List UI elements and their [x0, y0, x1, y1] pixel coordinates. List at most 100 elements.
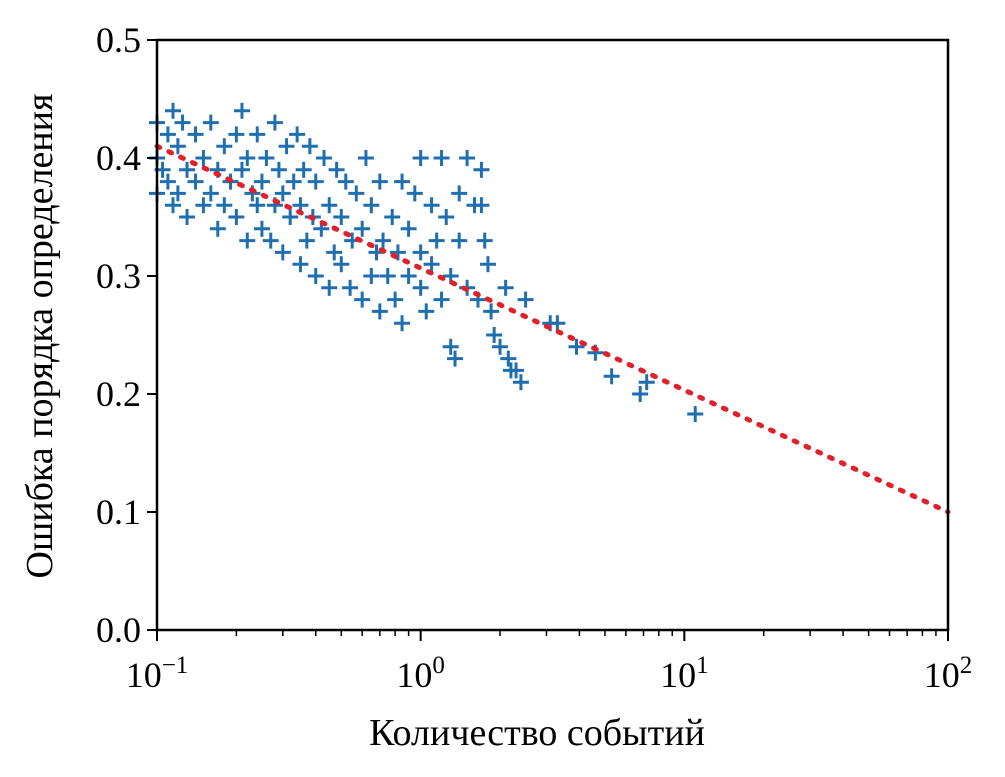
data-point	[169, 138, 186, 155]
data-point	[333, 209, 350, 225]
x-tick-exponent: 0	[432, 652, 445, 679]
data-point	[632, 386, 649, 402]
data-point	[187, 173, 204, 190]
x-axis-ticks: 10−1 100 101 102	[126, 630, 973, 695]
data-point	[363, 197, 380, 214]
data-point	[328, 161, 345, 178]
data-point	[292, 256, 309, 273]
data-point	[266, 114, 283, 131]
data-point	[354, 291, 371, 308]
data-point	[159, 173, 176, 190]
data-point	[384, 209, 401, 225]
data-point	[412, 244, 429, 261]
data-point	[301, 138, 318, 155]
data-point	[375, 232, 392, 249]
x-axis-label: Количество событий	[369, 712, 705, 754]
data-point	[165, 197, 182, 214]
data-point	[357, 150, 374, 166]
data-point	[337, 173, 354, 190]
data-point	[476, 232, 493, 249]
data-point	[285, 173, 302, 190]
y-axis-label: Ошибка порядка определения	[19, 94, 61, 579]
data-point	[239, 150, 256, 166]
data-point	[394, 173, 411, 190]
x-tick-base: 10	[660, 655, 696, 695]
data-point	[249, 197, 266, 214]
y-tick-label: 0.2	[96, 374, 141, 414]
data-point	[228, 126, 245, 143]
x-tick-label: 100	[396, 652, 445, 695]
y-tick-label: 0.5	[96, 20, 141, 60]
data-point	[428, 232, 445, 249]
x-tick-label: 102	[924, 652, 973, 695]
y-axis-ticks: 0.0 0.1 0.2 0.3 0.4 0.5	[96, 20, 157, 650]
data-point	[216, 138, 233, 155]
data-point	[508, 362, 525, 379]
x-tick-exponent: −1	[162, 652, 189, 679]
data-point	[400, 268, 417, 284]
y-tick-label: 0.4	[96, 138, 141, 178]
data-point	[209, 220, 226, 237]
data-point	[333, 256, 350, 273]
data-point	[307, 173, 324, 190]
data-point	[274, 185, 291, 202]
data-point	[278, 138, 295, 155]
x-tick-base: 10	[924, 655, 960, 695]
data-point	[447, 350, 464, 367]
data-point	[179, 161, 196, 178]
data-point	[438, 209, 455, 225]
data-point	[497, 279, 514, 296]
data-point	[387, 291, 404, 308]
data-point	[451, 185, 468, 202]
x-tick-label: 101	[660, 652, 709, 695]
data-point	[174, 114, 191, 131]
data-point	[394, 315, 411, 332]
data-point	[483, 303, 500, 320]
data-point	[159, 126, 176, 143]
data-point	[253, 173, 270, 190]
data-point	[687, 406, 704, 423]
data-point	[307, 268, 324, 284]
data-point	[187, 126, 204, 143]
data-point	[289, 126, 306, 143]
data-point	[549, 315, 566, 332]
data-point	[603, 368, 620, 385]
data-point	[459, 150, 476, 166]
plot-frame	[155, 38, 950, 632]
data-point	[500, 350, 517, 367]
data-point	[228, 209, 245, 225]
trend-line	[154, 143, 951, 515]
data-point	[379, 268, 396, 284]
data-point	[473, 161, 490, 178]
data-point	[239, 232, 256, 249]
data-point	[433, 150, 450, 166]
data-point	[195, 197, 212, 214]
data-point	[179, 209, 196, 225]
data-point	[638, 374, 655, 391]
data-point	[258, 150, 275, 166]
data-point	[371, 303, 388, 320]
data-point	[433, 291, 450, 308]
data-point	[412, 279, 429, 296]
data-point	[274, 244, 291, 261]
data-point	[321, 279, 338, 296]
data-point	[202, 114, 219, 131]
x-tick-exponent: 2	[960, 652, 973, 679]
data-point	[486, 327, 503, 343]
data-point	[389, 244, 406, 261]
data-point	[169, 185, 186, 202]
data-point	[568, 338, 585, 355]
data-point	[418, 303, 435, 320]
data-point	[400, 220, 417, 237]
data-point	[342, 279, 359, 296]
data-point	[298, 232, 315, 249]
x-tick-base: 10	[396, 655, 432, 695]
data-point	[442, 338, 459, 355]
data-point	[406, 185, 423, 202]
data-point	[202, 185, 219, 202]
data-point	[233, 161, 250, 178]
data-point	[316, 150, 333, 166]
x-tick-label: 10−1	[126, 652, 189, 695]
data-point	[354, 220, 371, 237]
